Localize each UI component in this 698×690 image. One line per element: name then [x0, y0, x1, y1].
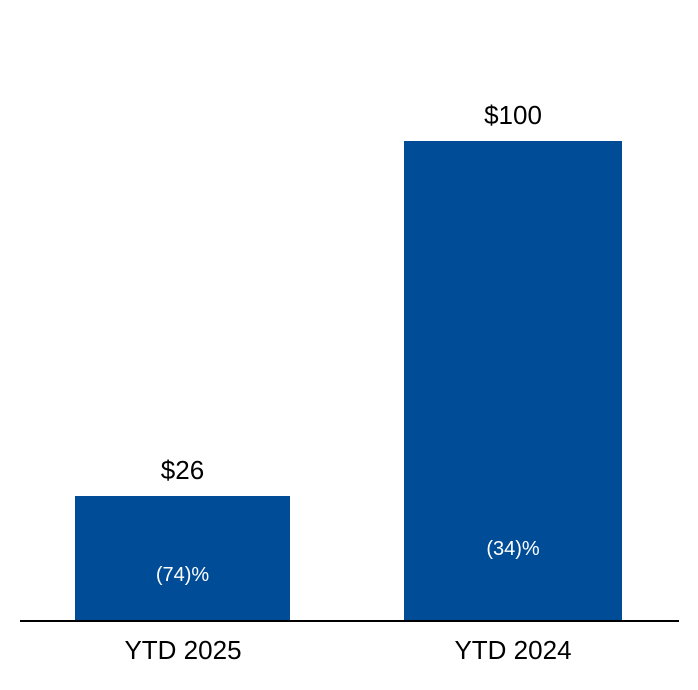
bar-value-label: $100 [484, 100, 542, 131]
bar-percent-change-label: (74)% [155, 564, 210, 586]
bar-ytd-2025: $26 (74)% [75, 455, 290, 621]
bar-value-label: $26 [160, 455, 205, 486]
x-axis-label-ytd-2025: YTD 2025 [124, 635, 242, 665]
plot-area: $26 (74)% $100 (34)% [20, 100, 679, 622]
x-axis-label-ytd-2024: YTD 2024 [454, 635, 572, 665]
bar-ytd-2024: $100 (34)% [404, 100, 622, 621]
bar-percent-change-label: (34)% [486, 538, 540, 560]
x-axis-line [20, 620, 679, 622]
